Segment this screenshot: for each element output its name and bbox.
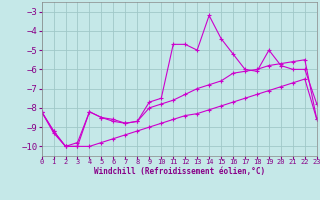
X-axis label: Windchill (Refroidissement éolien,°C): Windchill (Refroidissement éolien,°C) — [94, 167, 265, 176]
